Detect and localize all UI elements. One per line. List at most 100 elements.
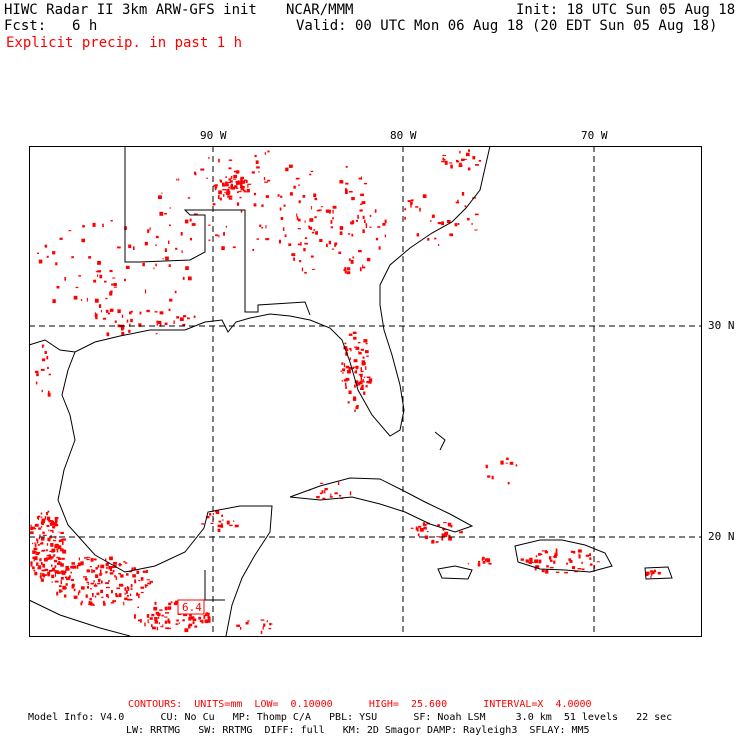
precip-cell [58, 539, 61, 543]
precip-cell [344, 270, 347, 274]
precip-cell [154, 620, 159, 624]
precip-cell [366, 257, 371, 262]
precip-cell [261, 226, 264, 229]
precip-cell [73, 295, 78, 300]
precip-cell [94, 312, 96, 315]
precip-cell [331, 248, 334, 250]
precip-cell [360, 367, 362, 371]
precip-cell [349, 348, 351, 350]
precip-cell [111, 283, 114, 286]
precip-cell [90, 588, 92, 590]
precip-cell [200, 168, 205, 171]
precip-cell [134, 579, 137, 584]
precip-cell [101, 596, 104, 599]
precip-cell [573, 550, 576, 554]
precip-cell [280, 217, 284, 220]
precip-cell [509, 461, 514, 465]
precip-cell [241, 185, 245, 189]
precip-cell [454, 223, 458, 227]
precip-cell [69, 575, 71, 578]
precip-cell [362, 381, 365, 383]
precip-cell [549, 567, 554, 569]
precip-cell [437, 222, 442, 225]
precip-cell [225, 176, 227, 178]
precip-cell [596, 561, 600, 563]
precip-cell [319, 492, 323, 495]
precip-cell [352, 398, 357, 401]
precip-cell [46, 549, 48, 552]
forecast-label: Fcst: [4, 18, 47, 34]
precip-cell [90, 601, 93, 604]
precip-cell [84, 577, 88, 581]
precip-cell [252, 248, 255, 251]
precip-cell [482, 556, 485, 560]
precip-cell [97, 583, 101, 585]
precip-cell [446, 220, 451, 223]
lon-label-70w: 70 W [581, 129, 608, 142]
precip-cell [457, 223, 460, 225]
precip-cell [41, 518, 44, 522]
precip-cell [151, 624, 153, 627]
precip-cell [97, 261, 101, 265]
precip-cell [277, 194, 280, 197]
precip-cell [284, 234, 287, 238]
precip-cell [103, 602, 106, 606]
precip-cell [419, 207, 421, 212]
precip-cell [193, 315, 196, 318]
precip-cell [58, 562, 62, 566]
precip-cell [113, 286, 117, 288]
precip-cell [164, 606, 168, 611]
precip-cell [58, 531, 60, 533]
precip-cell [52, 531, 54, 533]
precip-cell [148, 622, 150, 624]
precip-cell [233, 520, 235, 522]
precip-cell [33, 542, 37, 544]
precip-marks [30, 149, 661, 634]
precip-cell [43, 518, 46, 522]
precip-cell [407, 200, 411, 202]
precip-cell [77, 562, 81, 567]
precip-cell [500, 460, 504, 465]
precip-cell [235, 170, 240, 174]
precip-cell [438, 243, 440, 247]
precip-cell [222, 519, 224, 521]
precip-cell [52, 251, 56, 255]
precip-cell [507, 482, 510, 485]
precip-cell [47, 575, 50, 577]
precip-cell [416, 233, 420, 237]
precip-cell [153, 606, 158, 611]
precip-cell [93, 569, 96, 573]
precip-cell [357, 217, 360, 219]
precip-cell [650, 570, 654, 573]
precip-cell [316, 209, 321, 212]
precip-cell [300, 241, 302, 246]
precip-cell [365, 366, 367, 370]
graticule [29, 146, 701, 636]
precip-cell [359, 380, 363, 385]
precip-cell [182, 619, 185, 622]
precip-cell [55, 524, 59, 527]
precip-cell [60, 548, 64, 552]
precip-cell [180, 232, 183, 236]
precip-cell [155, 244, 157, 246]
precip-cell [460, 530, 463, 533]
precip-cell [427, 238, 430, 241]
precip-cell [155, 333, 158, 335]
precip-cell [553, 560, 556, 564]
precip-cell [351, 197, 355, 201]
precip-cell [136, 593, 140, 595]
precip-cell [157, 320, 162, 325]
precip-cell [363, 391, 366, 395]
precip-cell [65, 568, 70, 571]
precip-cell [417, 533, 420, 537]
precip-cell [189, 218, 192, 222]
precip-cell [228, 195, 231, 199]
precip-cell [314, 197, 318, 201]
hispaniola-outline [514, 539, 613, 573]
precip-cell [62, 585, 66, 590]
jamaica-outline [437, 565, 473, 580]
precip-cell [117, 309, 121, 313]
precip-cell [138, 323, 142, 327]
precip-cell [358, 373, 361, 376]
precip-cell [225, 181, 228, 186]
